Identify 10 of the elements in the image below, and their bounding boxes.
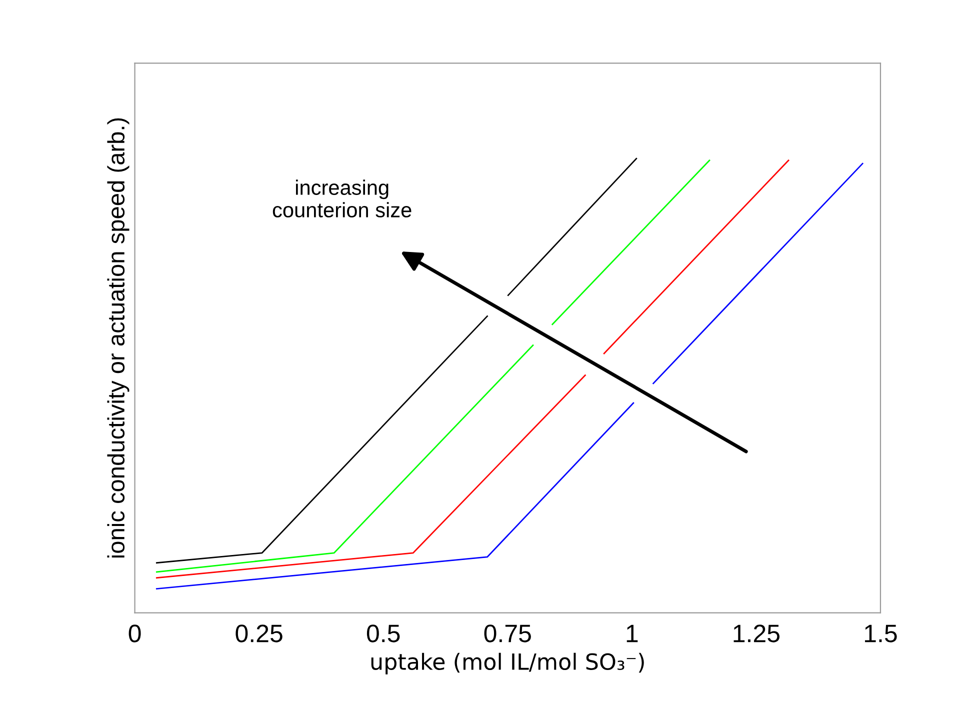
x-tick-label: 1.25 [734,624,780,642]
x-tick-label: 0.25 [236,624,282,642]
y-axis-title: ionic conductivity or actuation speed (arb.) [107,118,130,558]
x-tick-label: 1 [626,624,638,642]
x-tick-label: 0.5 [366,624,400,642]
x-axis-title: uptake (mol IL/mol SO₃⁻) [371,652,644,674]
x-tick-label: 1.5 [865,624,897,642]
x-tick-label: 0 [128,624,141,642]
annotation: increasing counterion size [272,180,412,218]
x-tick-label: 0.75 [484,624,531,642]
